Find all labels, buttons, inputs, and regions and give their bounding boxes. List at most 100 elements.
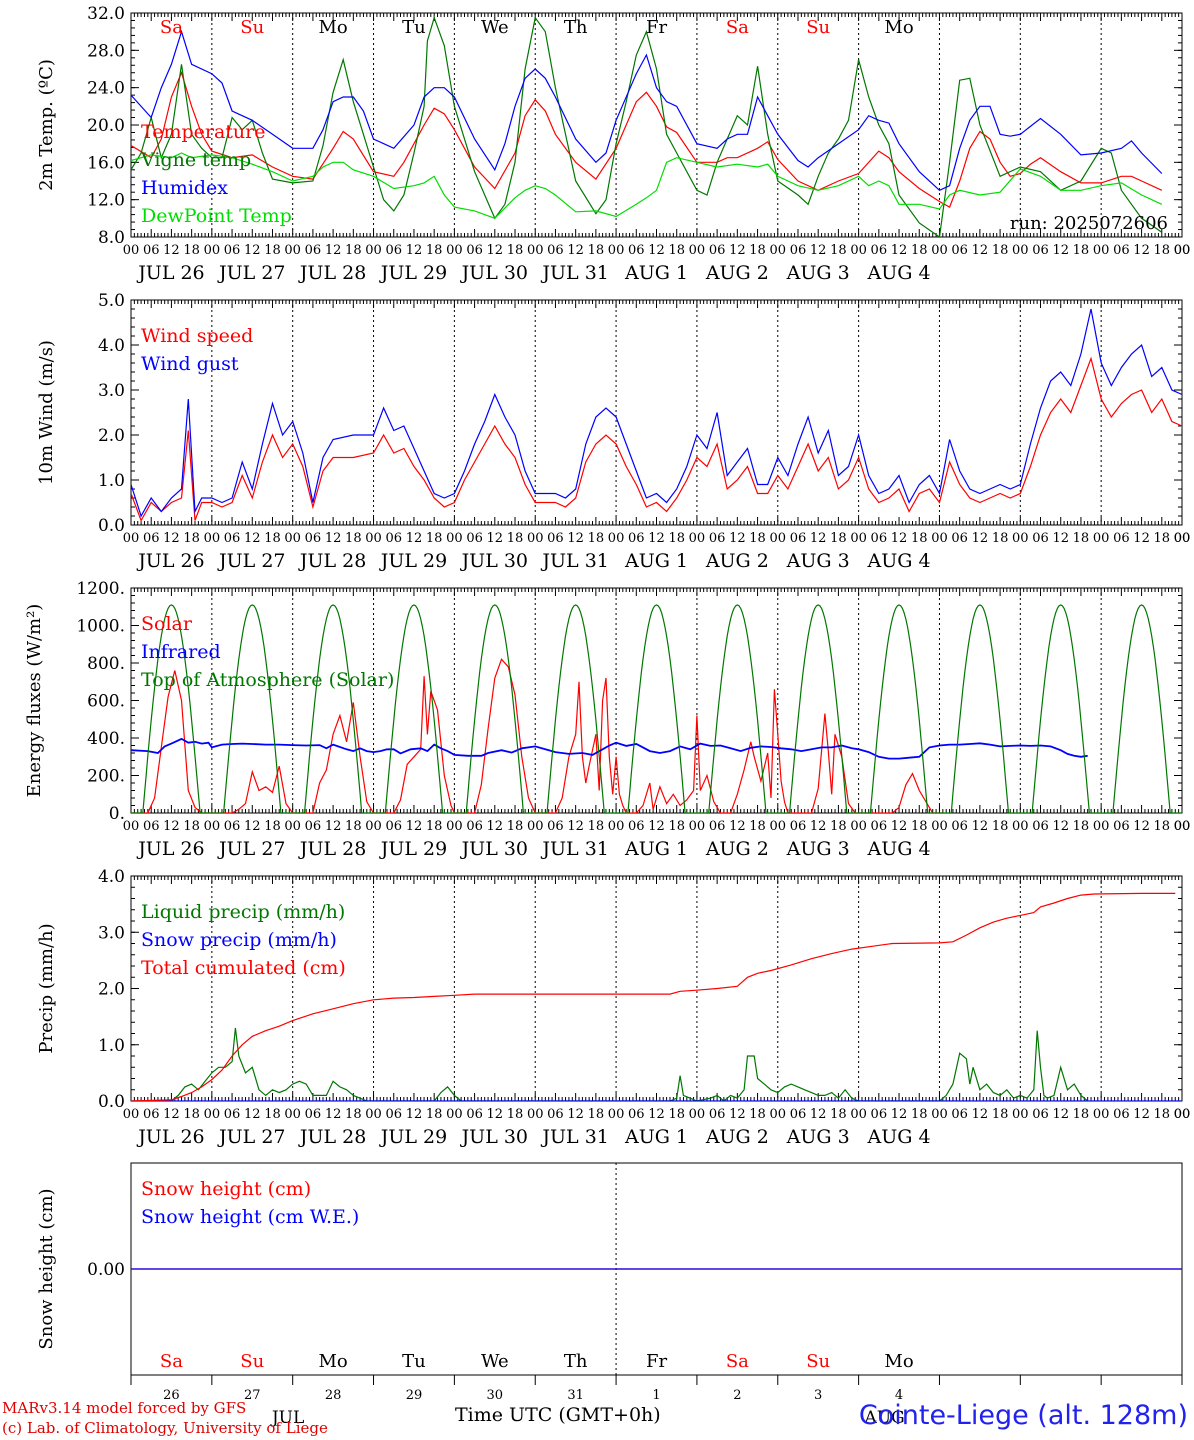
legend-solar: Solar [141,613,193,635]
hour-label: 06 [628,1107,645,1122]
hour-label: 06 [628,531,645,546]
y-tick-label: 400. [87,729,125,749]
hour-label: 18 [507,531,524,546]
date-label: AUG 1 [624,1126,688,1148]
legend-humidex: Humidex [141,177,228,199]
hour-label: 18 [1154,819,1171,834]
hour-label: 00 [1093,243,1110,258]
hour-label: 00 [769,819,786,834]
hour-label: 18 [992,243,1009,258]
hour-label: 00 [365,243,382,258]
hour-label: 06 [790,531,807,546]
hour-label: 12 [729,819,746,834]
hour-label: 06 [547,243,564,258]
hour-label: 00 [204,1107,221,1122]
y-axis-label: Precip (mm/h) [36,923,57,1053]
date-label: JUL 31 [540,262,608,284]
y-tick-label: 200. [87,767,125,787]
hour-label: 12 [567,531,584,546]
hour-label: 18 [507,243,524,258]
weekday-label: Fr [646,1351,667,1372]
plot-frame [130,587,1183,814]
hour-label: 12 [972,531,989,546]
hour-label: 00 [608,819,625,834]
hour-label: 12 [163,1107,180,1122]
hour-label: 06 [628,243,645,258]
hour-label: 00 [527,243,544,258]
weekday-label: Mo [318,17,347,38]
hour-label: 06 [385,819,402,834]
legend-vigne-temp: Vigne temp [140,149,251,171]
hour-label: 06 [143,531,160,546]
hour-label: 18 [749,531,766,546]
x-axis-title: Time UTC (GMT+0h) [455,1404,661,1426]
hour-label: 18 [1073,819,1090,834]
hour-label: 06 [1113,243,1130,258]
hour-label: 18 [992,819,1009,834]
hour-label: 00 [1012,243,1029,258]
month-label-left: JUL [270,1408,304,1428]
hour-label: 06 [143,819,160,834]
date-label: JUL 26 [136,838,204,860]
hour-label: 00 [123,243,140,258]
hour-label: 18 [992,1107,1009,1122]
hour-label: 06 [1032,531,1049,546]
day-number-label: 30 [487,1388,504,1403]
day-number-label: 1 [652,1388,660,1403]
hour-label: 18 [668,531,685,546]
series-line-temperature [131,70,1163,208]
hour-label: 18 [911,531,928,546]
date-label: AUG 1 [624,550,688,572]
hour-label: 00 [689,1107,706,1122]
hour-label: 12 [648,1107,665,1122]
hour-label: 12 [325,819,342,834]
hour-label: 18 [830,531,847,546]
hour-label: 18 [749,819,766,834]
hour-label: 00 [1174,243,1191,258]
date-label: AUG 2 [705,838,769,860]
hour-label: 06 [790,243,807,258]
legend-snow-height-cm-: Snow height (cm) [141,1178,311,1200]
hour-label: 12 [1133,819,1150,834]
hour-label: 00 [365,1107,382,1122]
hour-label: 18 [668,1107,685,1122]
series-line-wind-speed [131,356,1182,522]
date-label: AUG 4 [867,262,931,284]
hour-label: 12 [972,819,989,834]
hour-label: 06 [871,819,888,834]
hour-label: 12 [163,819,180,834]
hour-label: 06 [871,531,888,546]
date-label: JUL 31 [540,550,608,572]
hour-label: 18 [264,819,281,834]
hour-label: 00 [204,531,221,546]
hour-label: 12 [1052,243,1069,258]
hour-label: 06 [709,243,726,258]
hour-label: 12 [729,531,746,546]
hour-label: 00 [1174,243,1191,258]
hour-label: 18 [1154,243,1171,258]
legend-total-cumulated-cm-: Total cumulated (cm) [141,957,346,979]
hour-label: 18 [1073,243,1090,258]
hour-label: 18 [749,243,766,258]
day-number-label: 4 [895,1388,903,1403]
hour-label: 00 [446,819,463,834]
weekday-label: Mo [884,17,913,38]
weekday-label: Th [564,17,588,38]
date-label: JUL 28 [298,262,366,284]
day-number-label: 29 [406,1388,423,1403]
y-tick-label: 1200. [76,579,125,599]
hour-label: 00 [1174,1107,1191,1122]
hour-label: 12 [325,531,342,546]
date-label: JUL 29 [379,838,447,860]
station-name: Cointe-Liege (alt. 128m) [858,1400,1188,1431]
hour-label: 06 [385,243,402,258]
hour-label: 12 [567,243,584,258]
date-label: JUL 26 [136,1126,204,1148]
y-tick-label: 3.0 [98,381,125,401]
hour-label: 18 [183,819,200,834]
hour-label: 06 [305,1107,322,1122]
hour-label: 00 [446,531,463,546]
hour-label: 12 [810,1107,827,1122]
hour-label: 00 [931,531,948,546]
hour-label: 06 [305,531,322,546]
